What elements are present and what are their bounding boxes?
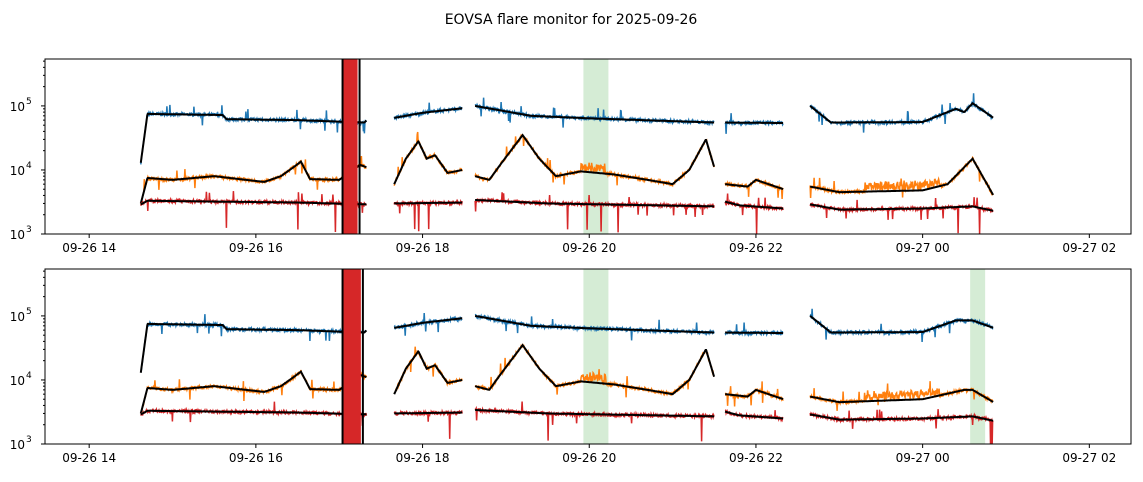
- panel-top: 09-26 14 09-26 16 09-26 18 09-26 20 09-26 22…: [10, 58, 1132, 255]
- y-tick-exponent: 3: [26, 435, 32, 445]
- red-raw-line: [809, 409, 994, 444]
- blue-smooth-line: [139, 322, 368, 373]
- plot-area: [139, 59, 994, 234]
- x-tick-label: 09-26 20: [562, 451, 616, 465]
- blue-raw-line: [140, 314, 367, 373]
- blue-smooth-line: [474, 314, 715, 334]
- red-burst: [342, 269, 361, 444]
- y-tick-label: 10: [10, 438, 25, 452]
- blue-smooth-line: [394, 107, 463, 119]
- x-tick-label: 09-26 14: [62, 241, 116, 255]
- red-raw-line: [393, 408, 463, 439]
- red-raw-line: [393, 198, 463, 232]
- x-tick-label: 09-26 22: [729, 241, 783, 255]
- red-raw-line: [809, 197, 994, 234]
- red-burst: [342, 59, 358, 234]
- blue-smooth-line: [139, 112, 368, 163]
- orange-smooth-line: [393, 349, 463, 395]
- x-tick-label: 09-27 00: [896, 451, 950, 465]
- y-tick-label: 10: [10, 374, 25, 388]
- x-tick-label: 09-26 16: [229, 451, 283, 465]
- blue-smooth-line: [809, 102, 994, 124]
- orange-smooth-line: [139, 160, 367, 204]
- y-tick-exponent: 3: [26, 225, 32, 235]
- x-tick-label: 09-26 14: [62, 451, 116, 465]
- plot-area: [139, 269, 994, 444]
- red-smooth-line: [809, 203, 994, 212]
- orange-smooth-line: [725, 388, 784, 401]
- blue-raw-line: [809, 308, 994, 343]
- y-tick-exponent: 4: [26, 371, 32, 381]
- x-tick-label: 09-26 18: [396, 241, 450, 255]
- x-tick-label: 09-27 02: [1062, 241, 1116, 255]
- x-tick-label: 09-26 22: [729, 451, 783, 465]
- blue-raw-line: [809, 93, 994, 133]
- blue-smooth-line: [809, 315, 994, 334]
- flare-span: [970, 269, 986, 444]
- panel-bottom: 09-26 14 09-26 16 09-26 18 09-26 20 09-26 22…: [10, 268, 1132, 465]
- orange-raw-line: [809, 381, 994, 411]
- orange-smooth-line: [139, 370, 367, 414]
- y-tick-exponent: 5: [26, 97, 32, 107]
- red-smooth-line: [475, 199, 715, 208]
- blue-smooth-line: [394, 317, 463, 329]
- blue-smooth-line: [725, 121, 784, 124]
- red-raw-line: [724, 193, 784, 234]
- red-smooth-line: [724, 200, 784, 210]
- x-tick-label: 09-27 00: [896, 241, 950, 255]
- axes-frame: [44, 58, 1132, 235]
- blue-smooth-line: [725, 331, 784, 334]
- y-tick-label: 10: [10, 310, 25, 324]
- orange-smooth-line: [474, 343, 716, 396]
- red-smooth-line: [394, 201, 463, 205]
- y-tick-exponent: 4: [26, 161, 32, 171]
- orange-smooth-line: [474, 133, 716, 186]
- y-tick-exponent: 5: [26, 307, 32, 317]
- red-smooth-line: [140, 409, 367, 416]
- red-smooth-line: [140, 199, 367, 206]
- orange-smooth-line: [393, 139, 463, 185]
- red-smooth-line: [394, 411, 463, 415]
- x-tick-label: 09-26 18: [396, 451, 450, 465]
- red-smooth-line: [475, 409, 715, 418]
- x-tick-label: 09-27 02: [1062, 451, 1116, 465]
- blue-raw-line: [393, 313, 463, 336]
- x-tick-label: 09-26 16: [229, 241, 283, 255]
- orange-smooth-line: [809, 157, 994, 196]
- orange-smooth-line: [725, 178, 784, 191]
- orange-raw-line: [724, 381, 784, 407]
- red-smooth-line: [809, 413, 994, 422]
- red-smooth-line: [724, 410, 784, 420]
- y-tick-label: 10: [10, 100, 25, 114]
- y-tick-label: 10: [10, 164, 25, 178]
- chart-title: EOVSA flare monitor for 2025-09-26: [445, 12, 698, 28]
- axes-frame: [44, 268, 1132, 445]
- blue-smooth-line: [474, 104, 715, 124]
- y-tick-label: 10: [10, 228, 25, 242]
- flare-span: [583, 269, 609, 444]
- x-tick-label: 09-26 20: [562, 241, 616, 255]
- red-raw-line: [140, 191, 368, 233]
- orange-smooth-line: [809, 388, 994, 404]
